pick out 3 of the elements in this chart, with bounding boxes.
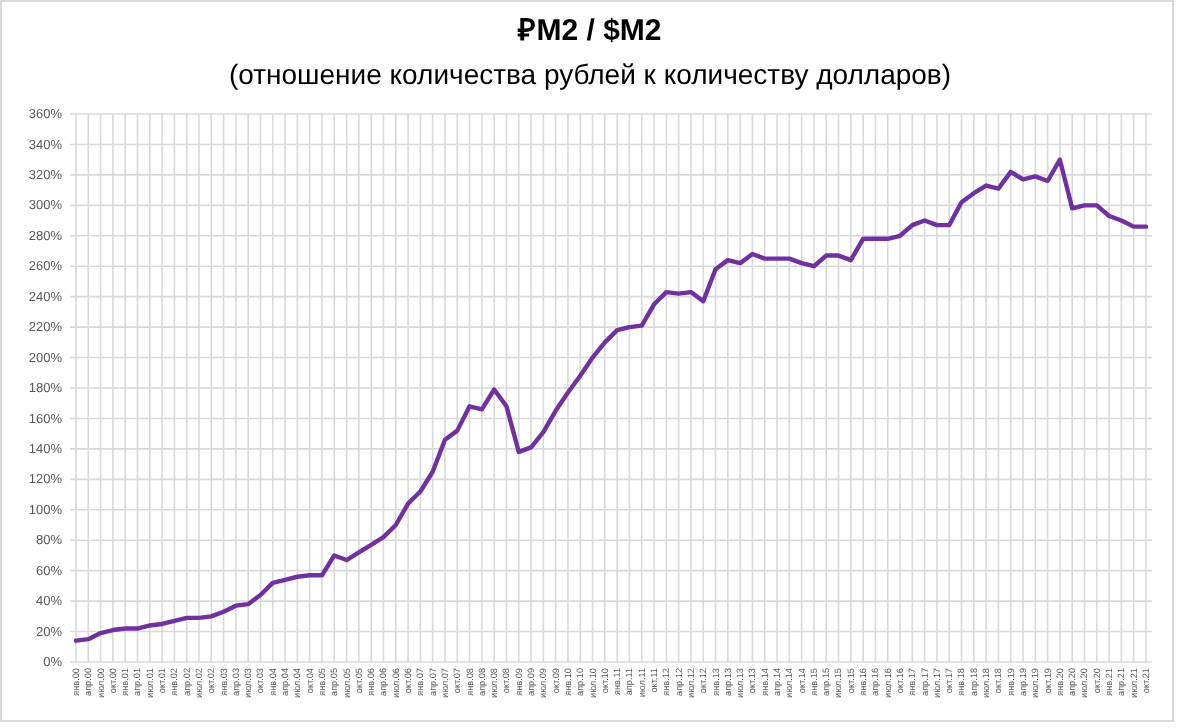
chart-title: ₽M2 / $M2 [516,14,662,48]
line-series [73,157,1149,643]
chart-subtitle: (отношение количества рублей к количеству долларов) [228,58,952,90]
